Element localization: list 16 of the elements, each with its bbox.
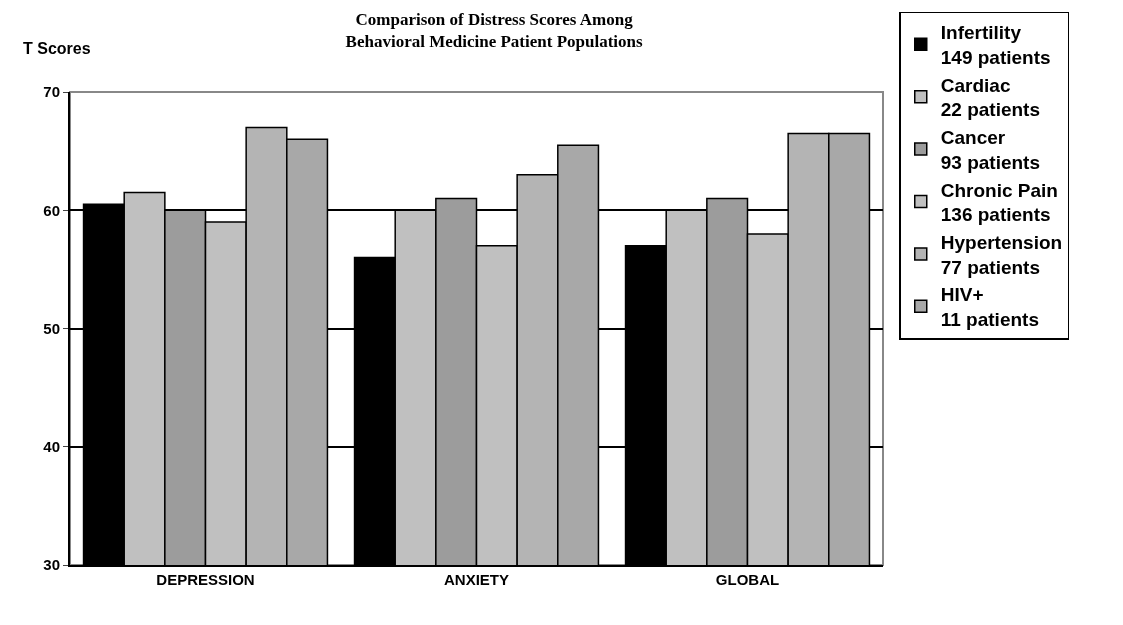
y-tick-label: 60 <box>43 201 60 219</box>
y-tick-label: 40 <box>43 438 60 455</box>
legend-label: HIV+ 11 patients <box>940 284 1039 331</box>
y-tick-label: 50 <box>43 319 60 337</box>
y-tick-label: 30 <box>43 556 60 574</box>
y-tick-label: 70 <box>43 83 60 101</box>
y-axis-title: T Scores <box>23 40 91 57</box>
x-tick-label: GLOBAL <box>715 571 780 588</box>
legend-label: Infertility 149 patients <box>940 22 1051 69</box>
chart-title: Comparison of Distress Scores Among Behavioral Medicine Patient Populations <box>345 10 644 52</box>
legend-label: Cardiac 22 patients <box>940 74 1041 121</box>
x-tick-label: ANXIETY <box>443 571 510 588</box>
legend-label: Chronic Pain 136 patients <box>940 179 1058 226</box>
legend-label: Cancer 93 patients <box>940 127 1041 173</box>
x-tick-label: DEPRESSION <box>156 571 255 588</box>
legend-label: Hypertension 77 patients <box>940 231 1063 278</box>
